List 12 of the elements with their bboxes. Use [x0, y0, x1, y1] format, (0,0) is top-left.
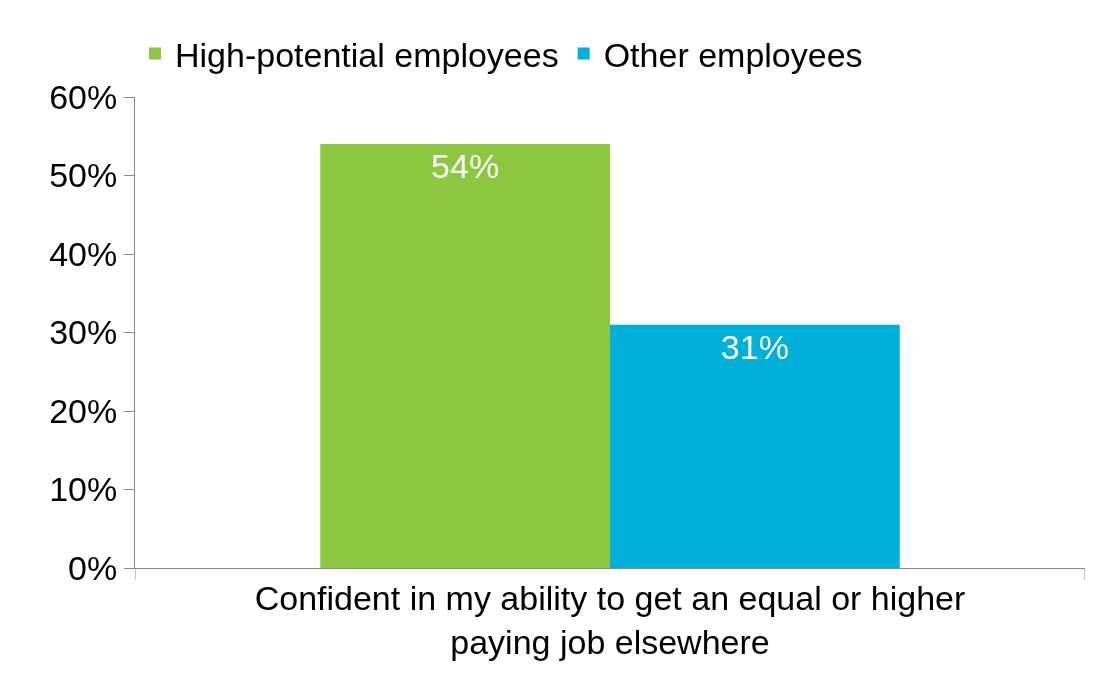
y-tick-label: 20%: [49, 391, 118, 430]
legend-label: Other employees: [603, 35, 863, 74]
data-label: 54%: [431, 147, 500, 186]
x-tick-label: Confident in my ability to get an equal or higher paying job elsewhere: [254, 578, 966, 661]
y-tick-label: 10%: [49, 470, 118, 509]
y-tick-label: 60%: [49, 77, 118, 116]
y-tick-label: 30%: [49, 313, 118, 352]
data-label: 31%: [720, 327, 789, 366]
y-tick-label: 40%: [49, 234, 118, 273]
legend-label: High-potential employees: [175, 35, 559, 74]
y-tick-label: 50%: [49, 156, 118, 195]
y-tick-label: 0%: [68, 548, 118, 587]
